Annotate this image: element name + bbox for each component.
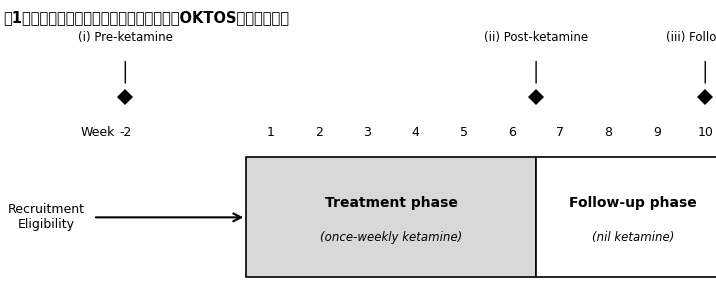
Text: 9: 9 [653,126,661,140]
Text: 4: 4 [412,126,419,140]
Text: 6: 6 [508,126,516,140]
Text: 7: 7 [556,126,564,140]
Text: -2: -2 [119,126,132,140]
Text: Follow-up phase: Follow-up phase [569,196,697,210]
Text: 10: 10 [697,126,713,140]
Text: 2: 2 [315,126,322,140]
Text: 図1：自殺傾向に関する経口ケタミン試験（OKTOS）デザイン。: 図1：自殺傾向に関する経口ケタミン試験（OKTOS）デザイン。 [4,10,289,25]
Text: Recruitment
Eligibility: Recruitment Eligibility [8,203,85,231]
Text: 5: 5 [460,126,468,140]
Text: (ii) Post-ketamine: (ii) Post-ketamine [484,31,588,44]
Text: 3: 3 [363,126,371,140]
Text: (i) Pre-ketamine: (i) Pre-ketamine [78,31,173,44]
Text: (once-weekly ketamine): (once-weekly ketamine) [320,231,463,244]
Text: Week: Week [80,126,115,140]
Text: 8: 8 [604,126,613,140]
Text: Treatment phase: Treatment phase [324,196,458,210]
Text: (iii) Follow-up: (iii) Follow-up [666,31,716,44]
Text: (nil ketamine): (nil ketamine) [591,231,674,244]
Text: 1: 1 [266,126,274,140]
